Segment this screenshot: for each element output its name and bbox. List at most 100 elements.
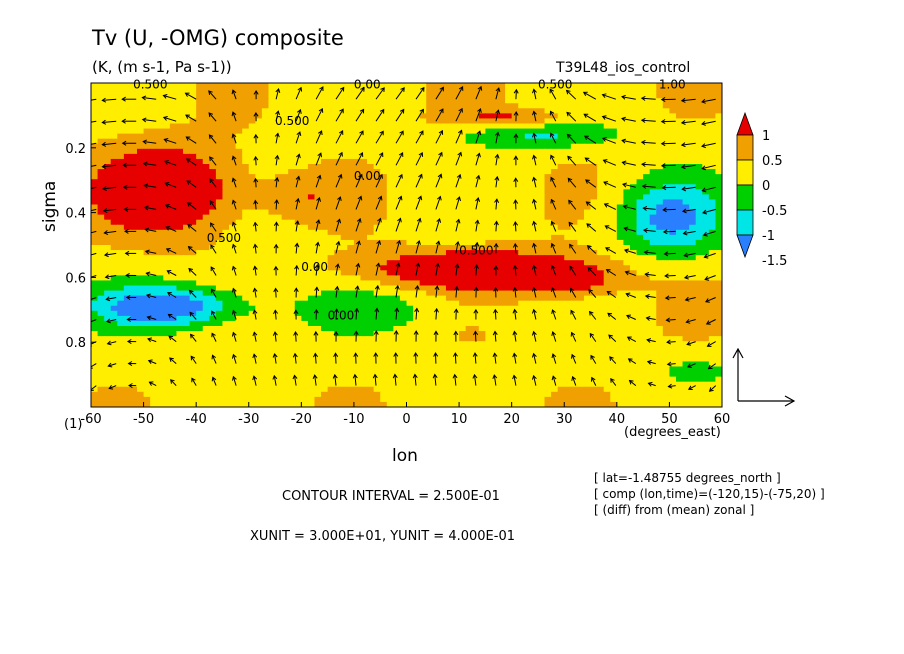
field-cell — [557, 138, 565, 145]
field-cell — [524, 255, 532, 261]
field-cell — [117, 113, 125, 120]
field-cell — [275, 265, 283, 271]
field-cell — [570, 153, 578, 160]
field-cell — [235, 320, 243, 327]
field-cell — [380, 305, 388, 312]
field-cell — [196, 265, 204, 271]
field-cell — [327, 194, 335, 201]
field-cell — [222, 103, 230, 109]
field-cell — [649, 224, 657, 231]
field-cell — [399, 295, 408, 302]
field-cell — [255, 184, 263, 190]
field-cell — [675, 103, 684, 109]
field-cell — [222, 189, 230, 195]
field-cell — [176, 260, 184, 266]
field-cell — [583, 300, 592, 307]
field-cell — [518, 310, 526, 317]
field-cell — [531, 148, 539, 155]
field-cell — [235, 98, 243, 104]
field-cell — [307, 239, 316, 246]
field-cell — [682, 341, 690, 347]
field-cell — [643, 128, 651, 135]
field-cell — [215, 209, 224, 216]
field-cell — [110, 255, 118, 261]
field-cell — [432, 300, 440, 307]
field-cell — [150, 336, 158, 342]
field-cell — [577, 164, 585, 170]
field-cell — [156, 158, 164, 165]
field-cell — [334, 214, 342, 221]
field-cell — [97, 290, 105, 297]
field-cell — [689, 305, 697, 312]
field-cell — [478, 103, 486, 109]
field-cell — [518, 184, 526, 190]
field-cell — [695, 153, 703, 160]
field-cell — [340, 245, 348, 251]
field-cell — [610, 108, 618, 114]
field-cell — [156, 108, 164, 114]
field-cell — [130, 214, 138, 221]
field-cell — [570, 315, 578, 322]
field-cell — [597, 245, 605, 251]
field-cell — [340, 326, 348, 332]
field-cell — [321, 189, 329, 195]
field-cell — [117, 118, 125, 125]
field-cell — [695, 295, 703, 302]
field-cell — [281, 229, 289, 236]
field-cell — [465, 331, 473, 337]
field-cell — [268, 275, 276, 282]
field-cell — [610, 219, 618, 226]
field-cell — [551, 199, 559, 206]
field-cell — [117, 295, 125, 302]
field-cell — [439, 93, 447, 99]
field-cell — [708, 224, 717, 231]
field-cell — [150, 285, 158, 292]
field-cell — [577, 214, 585, 221]
field-cell — [478, 189, 486, 195]
field-cell — [137, 103, 145, 109]
field-cell — [557, 98, 565, 104]
field-cell — [156, 310, 164, 317]
field-cell — [662, 169, 671, 175]
field-cell — [426, 133, 434, 140]
field-cell — [715, 245, 722, 251]
field-cell — [419, 224, 427, 231]
field-cell — [715, 250, 722, 256]
field-cell — [610, 123, 618, 130]
field-cell — [321, 280, 329, 287]
field-cell — [459, 174, 467, 180]
field-cell — [590, 98, 598, 104]
field-cell — [524, 270, 532, 276]
field-cell — [491, 280, 500, 287]
field-cell — [255, 169, 263, 175]
field-cell — [445, 118, 454, 125]
field-cell — [189, 133, 197, 140]
field-cell — [695, 234, 703, 241]
field-cell — [321, 234, 329, 241]
field-cell — [380, 93, 388, 99]
field-cell — [583, 164, 592, 170]
field-cell — [583, 148, 592, 155]
field-cell — [544, 83, 552, 89]
field-cell — [196, 83, 204, 89]
field-cell — [189, 143, 197, 150]
field-cell — [373, 209, 381, 216]
field-cell — [603, 270, 611, 276]
field-cell — [97, 260, 105, 266]
field-cell — [301, 255, 309, 261]
field-cell — [353, 93, 362, 99]
field-cell — [360, 336, 368, 342]
field-cell — [518, 234, 526, 241]
field-cell — [321, 184, 329, 190]
field-cell — [564, 270, 572, 276]
field-cell — [229, 128, 237, 135]
field-cell — [662, 103, 671, 109]
field-cell — [702, 103, 710, 109]
field-cell — [459, 245, 467, 251]
field-cell — [491, 260, 500, 266]
field-cell — [629, 189, 638, 195]
field-cell — [518, 138, 526, 145]
field-cell — [564, 285, 572, 292]
field-cell — [215, 174, 224, 180]
field-cell — [163, 184, 171, 190]
